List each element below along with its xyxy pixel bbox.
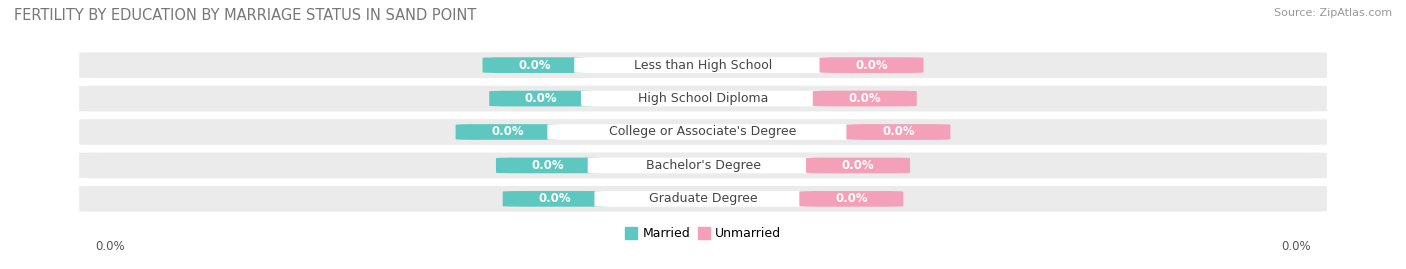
- FancyBboxPatch shape: [547, 124, 859, 140]
- Text: 0.0%: 0.0%: [96, 240, 125, 253]
- FancyBboxPatch shape: [574, 57, 832, 73]
- FancyBboxPatch shape: [595, 191, 811, 207]
- FancyBboxPatch shape: [846, 124, 950, 140]
- Text: 0.0%: 0.0%: [855, 59, 887, 72]
- FancyBboxPatch shape: [806, 158, 910, 173]
- Text: 0.0%: 0.0%: [882, 126, 915, 139]
- Text: Bachelor's Degree: Bachelor's Degree: [645, 159, 761, 172]
- Text: 0.0%: 0.0%: [848, 92, 882, 105]
- Legend: Married, Unmarried: Married, Unmarried: [620, 222, 786, 245]
- FancyBboxPatch shape: [588, 158, 818, 173]
- FancyBboxPatch shape: [820, 57, 924, 73]
- FancyBboxPatch shape: [813, 91, 917, 107]
- Text: 0.0%: 0.0%: [538, 192, 571, 205]
- FancyBboxPatch shape: [79, 86, 1327, 111]
- FancyBboxPatch shape: [482, 57, 586, 73]
- FancyBboxPatch shape: [496, 158, 600, 173]
- Text: FERTILITY BY EDUCATION BY MARRIAGE STATUS IN SAND POINT: FERTILITY BY EDUCATION BY MARRIAGE STATU…: [14, 8, 477, 23]
- Text: 0.0%: 0.0%: [524, 92, 558, 105]
- Text: 0.0%: 0.0%: [835, 192, 868, 205]
- FancyBboxPatch shape: [79, 186, 1327, 212]
- FancyBboxPatch shape: [79, 52, 1327, 78]
- Text: 0.0%: 0.0%: [1281, 240, 1310, 253]
- Text: High School Diploma: High School Diploma: [638, 92, 768, 105]
- FancyBboxPatch shape: [800, 191, 903, 207]
- Text: Source: ZipAtlas.com: Source: ZipAtlas.com: [1274, 8, 1392, 18]
- FancyBboxPatch shape: [79, 153, 1327, 178]
- FancyBboxPatch shape: [489, 91, 593, 107]
- Text: Less than High School: Less than High School: [634, 59, 772, 72]
- FancyBboxPatch shape: [456, 124, 560, 140]
- FancyBboxPatch shape: [503, 191, 606, 207]
- Text: 0.0%: 0.0%: [531, 159, 564, 172]
- Text: 0.0%: 0.0%: [842, 159, 875, 172]
- FancyBboxPatch shape: [79, 119, 1327, 145]
- Text: Graduate Degree: Graduate Degree: [648, 192, 758, 205]
- FancyBboxPatch shape: [581, 91, 825, 107]
- Text: College or Associate's Degree: College or Associate's Degree: [609, 126, 797, 139]
- Text: 0.0%: 0.0%: [519, 59, 551, 72]
- Text: 0.0%: 0.0%: [491, 126, 524, 139]
